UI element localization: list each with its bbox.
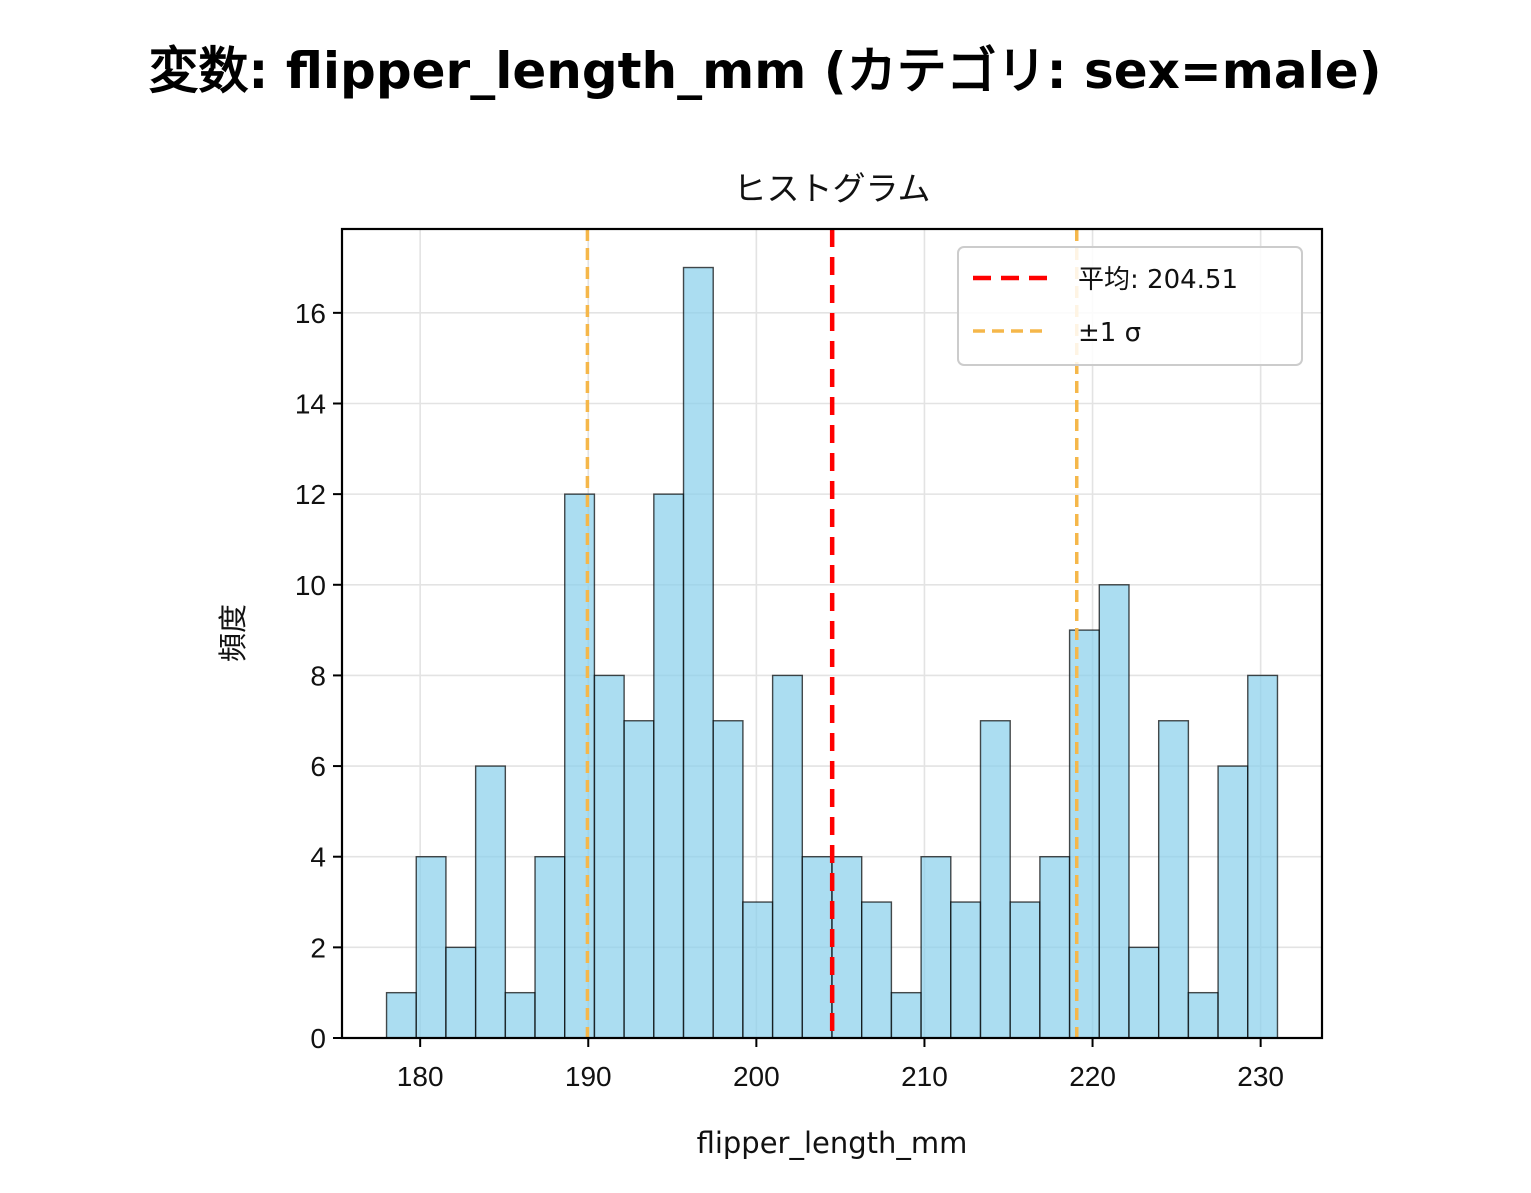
histogram-bar: [742, 901, 774, 1039]
y-axis-ticks: 0 2 4 6 8 10 12 14 16: [295, 298, 342, 1054]
histogram-bar: [474, 765, 507, 1039]
histogram-bar: [1217, 765, 1249, 1039]
histogram-bar: [979, 720, 1011, 1039]
histogram-bar: [623, 720, 655, 1039]
x-tick-label: 200: [733, 1061, 780, 1092]
y-tick-label: 2: [310, 932, 326, 963]
histogram-bar: [712, 720, 744, 1039]
histogram-bar: [415, 856, 447, 1039]
histogram-bar: [890, 991, 922, 1039]
histogram-bar: [771, 674, 804, 1039]
y-tick-label: 4: [310, 842, 326, 873]
figure-suptitle: 変数: flipper_length_mm (カテゴリ: sex=male): [148, 42, 1381, 100]
histogram-bar: [950, 901, 982, 1039]
plot-area-frame: [340, 227, 1324, 1040]
y-axis-label: 頻度: [216, 604, 250, 662]
x-tick-label: 230: [1237, 1061, 1284, 1092]
y-tick-label: 16: [295, 298, 326, 329]
histogram-bar: [1157, 720, 1190, 1039]
y-tick-label: 12: [295, 479, 326, 510]
y-tick-label: 10: [295, 570, 326, 601]
histogram-bar: [831, 856, 863, 1039]
histogram-bar: [1039, 856, 1071, 1039]
histogram-bar: [920, 856, 952, 1039]
x-tick-label: 180: [397, 1061, 444, 1092]
legend-std-label: ±1 σ: [1078, 318, 1141, 348]
x-tick-label: 220: [1069, 1061, 1116, 1092]
histogram-bar: [1009, 901, 1041, 1039]
histogram-bar: [801, 856, 833, 1039]
histogram-bar: [1068, 629, 1100, 1039]
chart-title: ヒストグラム: [733, 169, 930, 208]
y-tick-label: 8: [310, 660, 326, 691]
x-axis-label: flipper_length_mm: [697, 1126, 968, 1160]
histogram-bar: [1247, 674, 1279, 1039]
y-tick-label: 0: [310, 1023, 326, 1054]
histogram-bar: [1187, 991, 1219, 1039]
y-tick-label: 6: [310, 751, 326, 782]
histogram-bar: [1098, 584, 1130, 1039]
x-tick-label: 210: [901, 1061, 948, 1092]
histogram-bar: [653, 493, 685, 1039]
histogram-bar: [534, 856, 566, 1039]
histogram-bar: [445, 946, 477, 1039]
histogram-bar: [564, 493, 596, 1039]
histogram-bar: [385, 991, 417, 1039]
x-tick-label: 190: [565, 1061, 612, 1092]
legend-mean-label: 平均: 204.51: [1078, 265, 1238, 295]
x-axis-ticks: 180 190 200 210 220 230: [397, 1038, 1284, 1092]
histogram-bar: [682, 266, 714, 1039]
histogram-bar: [593, 674, 625, 1039]
chart-legend: 平均: 204.51 ±1 σ: [957, 246, 1303, 366]
y-tick-label: 14: [295, 388, 326, 419]
histogram-bar: [861, 901, 893, 1039]
histogram-bar: [1128, 946, 1160, 1039]
histogram-bar: [504, 991, 536, 1039]
